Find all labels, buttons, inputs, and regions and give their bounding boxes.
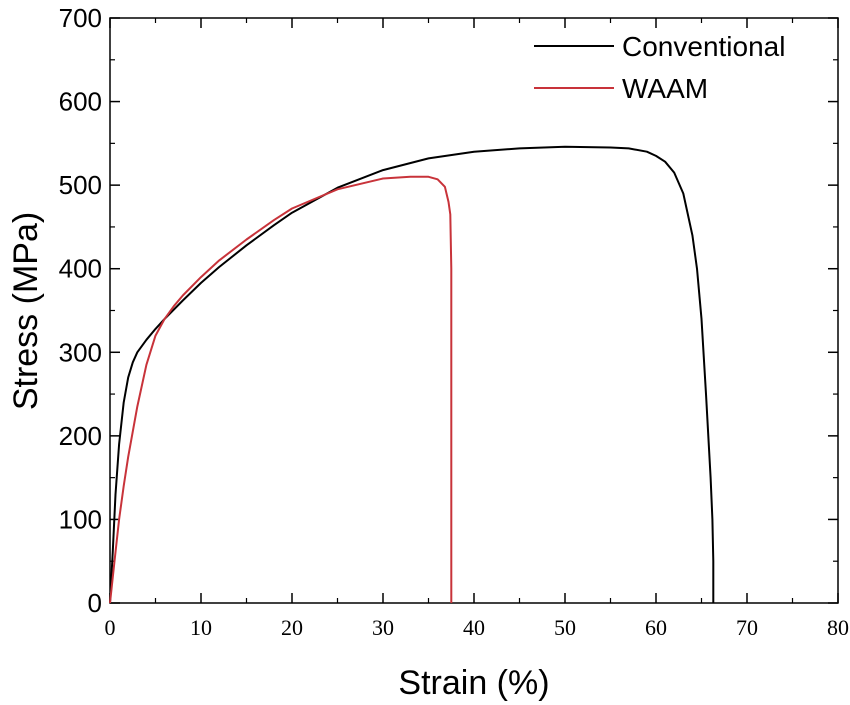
series-line-conventional (109, 145, 715, 604)
legend-label-waam: WAAM (622, 73, 708, 104)
y-tick-label: 700 (59, 3, 102, 33)
series-line-waam (109, 175, 453, 604)
x-tick-label: 20 (281, 615, 303, 640)
y-tick-label: 100 (59, 504, 102, 534)
x-tick-label: 30 (372, 615, 394, 640)
y-tick-label: 600 (59, 87, 102, 117)
y-axis-ticks: 0 100 200 300 400 500 600 700 (59, 3, 838, 618)
x-axis-title: Strain (%) (398, 664, 549, 702)
legend-label-conventional: Conventional (622, 31, 785, 62)
x-tick-label: 70 (736, 615, 758, 640)
y-tick-label: 200 (59, 421, 102, 451)
plot-area: 0 100 200 300 400 500 600 700 0 10 20 30 40 50 60 70 80 (59, 3, 849, 640)
x-tick-label: 0 (105, 615, 116, 640)
y-tick-label: 400 (59, 254, 102, 284)
x-tick-label: 50 (554, 615, 576, 640)
x-tick-label: 60 (645, 615, 667, 640)
y-axis-title: Stress (MPa) (7, 212, 45, 410)
x-axis-ticks: 0 10 20 30 40 50 60 70 80 (105, 18, 849, 640)
x-tick-label: 40 (463, 615, 485, 640)
plot-frame (109, 17, 839, 604)
series-layer (109, 145, 715, 604)
x-tick-label: 80 (827, 615, 849, 640)
x-tick-label: 10 (190, 615, 212, 640)
y-tick-label: 0 (88, 588, 102, 618)
legend: Conventional WAAM (534, 31, 785, 104)
y-tick-label: 500 (59, 170, 102, 200)
y-tick-label: 300 (59, 337, 102, 367)
